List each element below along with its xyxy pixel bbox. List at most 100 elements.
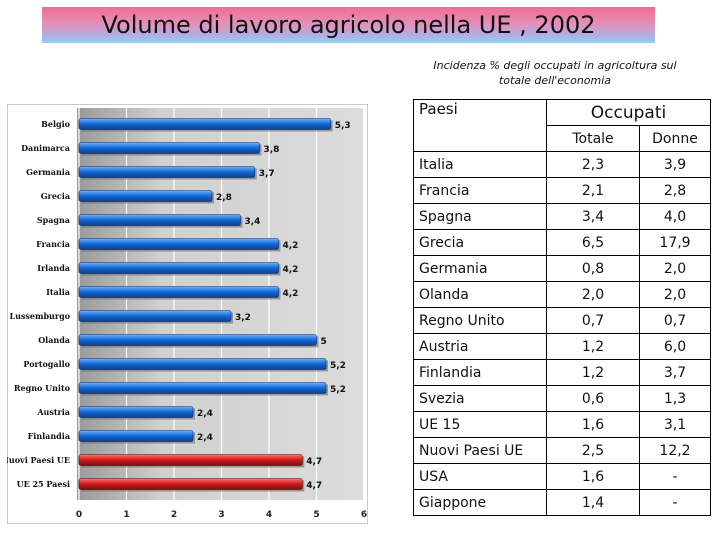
table-cell-women: -	[639, 489, 711, 516]
table-cell-total: 0,6	[546, 385, 640, 412]
category-label: Spagna	[37, 215, 70, 225]
title-banner	[42, 7, 655, 43]
table-cell-women: 6,0	[639, 333, 711, 360]
value-label: 4,2	[283, 289, 299, 299]
header-country: Paesi	[413, 99, 547, 152]
table-cell-total: 2,5	[546, 437, 640, 464]
table-cell-country: Nuovi Paesi UE	[413, 437, 547, 464]
table-cell-country: Austria	[413, 333, 547, 360]
x-tick-label: 1	[123, 510, 129, 520]
category-label: Regno Unito	[14, 383, 71, 393]
bar	[78, 142, 260, 154]
bar	[78, 118, 332, 130]
table-cell-country: Giappone	[413, 489, 547, 516]
value-label: 4,2	[283, 241, 299, 251]
x-tick-label: 0	[76, 510, 82, 520]
bar	[78, 430, 194, 442]
table-cell-country: Olanda	[413, 281, 547, 308]
header-women: Donne	[639, 125, 711, 152]
x-tick-label: 3	[218, 510, 224, 520]
table-cell-country: USA	[413, 463, 547, 490]
table-cell-total: 3,4	[546, 203, 640, 230]
table-row: UE 15 1,6 3,1	[413, 411, 711, 438]
header-occupati: Occupati	[546, 99, 711, 126]
category-label: Belgio	[41, 119, 71, 129]
table-cell-women: 1,3	[639, 385, 711, 412]
table-cell-women: 12,2	[639, 437, 711, 464]
table-row: Germania 0,8 2,0	[413, 255, 711, 282]
table-cell-women: 2,0	[639, 281, 711, 308]
table-header-row: Paesi Occupati	[413, 99, 711, 152]
bar	[78, 166, 256, 178]
table-cell-total: 1,2	[546, 359, 640, 386]
value-label: 5,2	[330, 361, 346, 371]
bar-chart: Belgio Danimarca Germania Grecia Spagna Franc…	[7, 104, 368, 524]
table-cell-total: 1,2	[546, 333, 640, 360]
table-cell-women: 17,9	[639, 229, 711, 256]
value-label: 3,4	[245, 217, 261, 227]
value-label: 2,4	[197, 409, 213, 419]
table-cell-total: 1,6	[546, 411, 640, 438]
table-cell-country: Francia	[413, 177, 547, 204]
bar	[78, 454, 303, 466]
category-label: Lussemburgo	[9, 311, 70, 321]
table-cell-women: 3,1	[639, 411, 711, 438]
bar	[78, 382, 327, 394]
category-label: Italia	[46, 287, 70, 297]
x-tick-label: 6	[361, 510, 367, 520]
table-cell-total: 0,7	[546, 307, 640, 334]
table-cell-women: 0,7	[639, 307, 711, 334]
bar-chart-svg: Belgio Danimarca Germania Grecia Spagna Franc…	[7, 104, 368, 524]
category-label: Olanda	[38, 335, 70, 345]
category-label: Germania	[26, 167, 70, 177]
table-row: Spagna 3,4 4,0	[413, 203, 711, 230]
table-row: Giappone 1,4-	[413, 489, 711, 516]
table-cell-country: Italia	[413, 151, 547, 178]
x-tick-label: 4	[266, 510, 272, 520]
table-cell-women: -	[639, 463, 711, 490]
bar	[78, 358, 327, 370]
table-row: Grecia 6,5 17,9	[413, 229, 711, 256]
value-label: 4,2	[283, 265, 299, 275]
value-label: 3,2	[235, 313, 251, 323]
table-cell-total: 6,5	[546, 229, 640, 256]
table-subheader-row: Totale Donne	[414, 125, 711, 152]
value-label: 2,4	[197, 433, 213, 443]
bar	[78, 478, 303, 490]
category-label: Grecia	[41, 191, 70, 201]
table-cell-total: 2,0	[546, 281, 640, 308]
bar	[78, 238, 279, 250]
table-cell-country: Spagna	[413, 203, 547, 230]
value-label: 5,3	[335, 121, 351, 131]
x-tick-label: 2	[171, 510, 177, 520]
table-cell-women: 2,0	[639, 255, 711, 282]
category-label: UE 25 Paesi	[17, 479, 70, 489]
value-label: 3,8	[264, 145, 280, 155]
table-cell-women: 3,9	[639, 151, 711, 178]
category-label: Austria	[36, 407, 70, 417]
bar	[78, 190, 213, 202]
value-label: 2,8	[216, 193, 232, 203]
value-label: 5	[321, 337, 327, 347]
bar	[78, 310, 232, 322]
table-row: Svezia 0,6 1,3	[413, 385, 711, 412]
table-cell-women: 4,0	[639, 203, 711, 230]
chart-subtitle: Incidenza % degli occupati in agricoltur…	[433, 59, 677, 87]
table-row: Finlandia 1,2 3,7	[413, 359, 711, 386]
bar	[78, 334, 317, 346]
category-label: Irlanda	[37, 263, 70, 273]
table-cell-total: 1,6	[546, 463, 640, 490]
table-cell-country: Grecia	[413, 229, 547, 256]
category-label: Finlandia	[28, 431, 70, 441]
header-total: Totale	[546, 125, 640, 152]
category-label: Danimarca	[21, 143, 70, 153]
category-label: Portogallo	[23, 359, 70, 369]
category-label: Francia	[36, 239, 70, 249]
table-row: Italia 2,3 3,9	[413, 151, 711, 178]
table-cell-country: Germania	[413, 255, 547, 282]
employment-table: Paesi Occupati Totale Donne Italia 2,3 3,9…	[413, 99, 711, 516]
value-label: 4,7	[306, 457, 322, 467]
value-label: 3,7	[259, 169, 275, 179]
table-row: USA 1,6-	[413, 463, 711, 490]
table-cell-women: 3,7	[639, 359, 711, 386]
